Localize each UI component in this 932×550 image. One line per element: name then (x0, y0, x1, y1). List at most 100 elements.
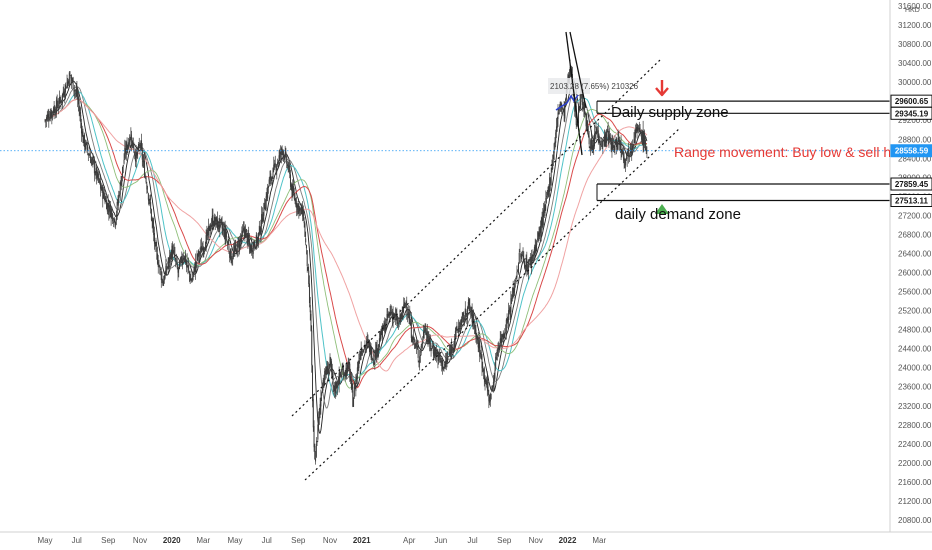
wedge-line-right (569, 31, 587, 109)
candle (299, 206, 301, 217)
candle (79, 105, 81, 122)
candle (296, 196, 298, 217)
candle (177, 264, 179, 281)
lower-channel-line[interactable] (304, 127, 681, 481)
candle (226, 240, 228, 250)
candle (248, 232, 250, 254)
candle (618, 131, 620, 143)
upper-channel-line[interactable] (291, 59, 661, 417)
candle (623, 152, 625, 169)
candle (219, 215, 221, 238)
candle (134, 148, 136, 167)
y-tick-label: 30000.00 (898, 78, 932, 87)
candle (350, 368, 352, 384)
candle (436, 348, 438, 355)
candle (546, 189, 548, 199)
candle (105, 195, 107, 203)
candle (44, 118, 46, 123)
price-axis[interactable]: 20800.00 21200.00 21600.00 22000.00 22400.00… (889, 0, 932, 532)
candle (626, 150, 628, 167)
price-level-tags: 29600.65 29345.19 28558.59 27859.45 27513.11 (890, 94, 932, 208)
candle (548, 184, 550, 197)
candle (349, 361, 351, 382)
candle (82, 128, 84, 144)
candle (229, 248, 231, 261)
candle (597, 126, 599, 138)
candle (137, 146, 139, 160)
candle (77, 91, 79, 112)
candle (291, 183, 293, 201)
candle (593, 135, 595, 155)
candle (404, 302, 406, 309)
candle (180, 255, 182, 263)
candle (272, 167, 274, 179)
candle (514, 277, 516, 288)
candle (236, 247, 238, 254)
candle (121, 176, 123, 191)
candle (505, 324, 507, 335)
candle (194, 253, 196, 280)
candle (508, 302, 510, 328)
candle (259, 226, 261, 235)
candle (282, 149, 284, 161)
candle (187, 265, 189, 275)
candle (313, 420, 315, 452)
candle (609, 133, 611, 145)
candle (299, 207, 301, 216)
candle (478, 337, 480, 353)
candle (456, 321, 458, 331)
candle (128, 134, 130, 147)
candle (253, 239, 255, 249)
price-tag: 27513.11 (890, 194, 932, 208)
candle (153, 217, 155, 242)
candle (400, 311, 402, 323)
candle (508, 305, 510, 315)
candle (426, 328, 428, 344)
candle (258, 232, 260, 248)
candle (379, 331, 381, 343)
candle (449, 343, 451, 358)
candle (212, 208, 214, 228)
ma-pink-line (44, 98, 648, 372)
candle (510, 291, 512, 319)
time-axis[interactable]: May Jul Sep Nov 2020 Mar May Jul Sep Nov 2021 Apr Ju… (0, 531, 932, 545)
candle (640, 130, 642, 135)
candle (330, 357, 332, 368)
candle (226, 231, 228, 242)
candle (471, 303, 473, 327)
candle (277, 158, 279, 167)
candle (480, 345, 482, 360)
candle (434, 346, 436, 360)
candle (315, 437, 317, 459)
candle (628, 142, 630, 164)
candle (328, 363, 330, 372)
candle (286, 154, 288, 169)
candle (169, 249, 171, 270)
candle (277, 160, 279, 169)
candle (285, 147, 287, 158)
candle (611, 134, 613, 158)
candle (355, 374, 357, 397)
candle (475, 325, 477, 343)
candle (625, 154, 627, 162)
candle (405, 300, 407, 308)
candle (109, 200, 111, 218)
candle (199, 247, 201, 262)
candle (232, 253, 234, 266)
candle (245, 224, 247, 239)
candle (52, 111, 54, 121)
candle (521, 251, 523, 262)
candle (562, 106, 564, 111)
candle (47, 109, 49, 122)
candle (498, 342, 500, 353)
candle (517, 269, 519, 273)
candle (183, 255, 185, 262)
candle (220, 217, 222, 225)
candle (429, 334, 431, 352)
candle (106, 202, 108, 215)
candle (413, 329, 415, 345)
candle (605, 132, 607, 147)
demand-zone-label: daily demand zone (615, 206, 741, 223)
candle (545, 190, 547, 211)
